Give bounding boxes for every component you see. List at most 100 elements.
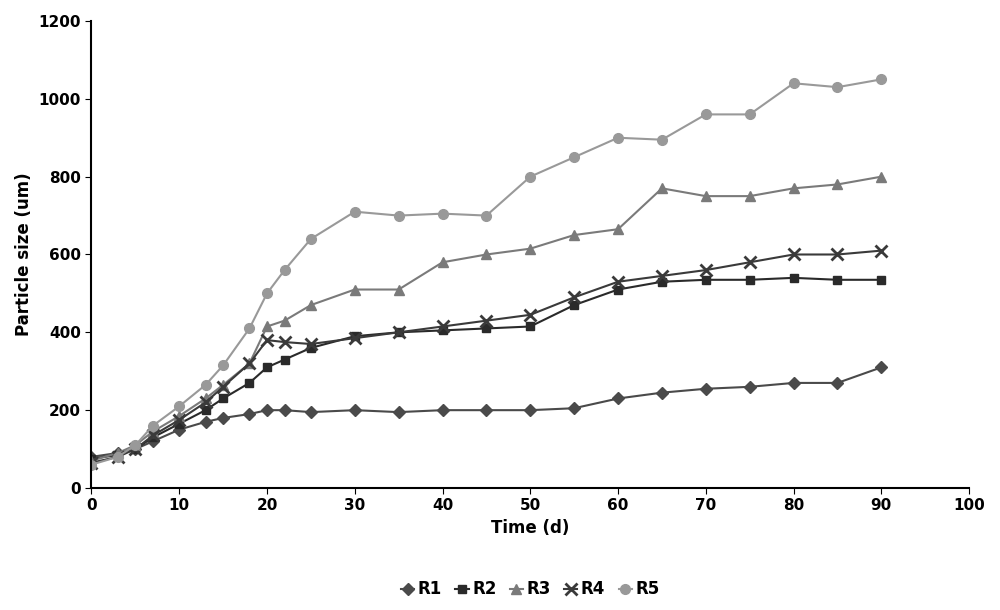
- R2: [147, 434, 159, 441]
- R1: [568, 404, 580, 412]
- R5: [200, 381, 212, 389]
- R4: [524, 311, 536, 318]
- R2: [217, 395, 229, 402]
- R5: [243, 325, 255, 332]
- R3: [437, 259, 449, 266]
- R3: [612, 226, 624, 233]
- R2: [261, 364, 273, 371]
- R5: [217, 362, 229, 369]
- R1: [788, 379, 800, 387]
- R2: [875, 276, 887, 284]
- R3: [480, 251, 492, 258]
- R4: [612, 278, 624, 285]
- Line: R3: R3: [87, 172, 886, 465]
- R1: [112, 450, 124, 457]
- R3: [656, 185, 668, 192]
- R2: [437, 327, 449, 334]
- R2: [480, 325, 492, 332]
- R3: [129, 442, 141, 449]
- R1: [612, 395, 624, 402]
- R5: [129, 442, 141, 449]
- R5: [480, 212, 492, 219]
- R4: [568, 293, 580, 301]
- R2: [173, 420, 185, 428]
- R1: [393, 409, 405, 416]
- R4: [744, 259, 756, 266]
- R2: [524, 323, 536, 330]
- R2: [612, 286, 624, 293]
- R4: [200, 399, 212, 406]
- R4: [129, 445, 141, 453]
- R5: [524, 173, 536, 181]
- R4: [875, 247, 887, 254]
- R5: [147, 422, 159, 429]
- R2: [112, 451, 124, 459]
- R4: [217, 383, 229, 390]
- R5: [305, 235, 317, 243]
- R1: [524, 406, 536, 414]
- R2: [85, 455, 97, 462]
- Line: R2: R2: [87, 274, 886, 463]
- R3: [393, 286, 405, 293]
- R2: [305, 344, 317, 351]
- Legend: R1, R2, R3, R4, R5: R1, R2, R3, R4, R5: [401, 580, 659, 598]
- R3: [875, 173, 887, 181]
- R5: [744, 111, 756, 118]
- R2: [656, 278, 668, 285]
- R1: [700, 385, 712, 392]
- R3: [700, 193, 712, 200]
- R1: [200, 418, 212, 426]
- X-axis label: Time (d): Time (d): [491, 519, 569, 537]
- R2: [744, 276, 756, 284]
- R1: [279, 406, 291, 414]
- R1: [349, 406, 361, 414]
- R4: [393, 329, 405, 336]
- R2: [568, 301, 580, 309]
- R5: [112, 453, 124, 461]
- R2: [831, 276, 843, 284]
- R5: [831, 84, 843, 91]
- R4: [147, 432, 159, 439]
- R4: [305, 340, 317, 348]
- R1: [305, 409, 317, 416]
- R1: [173, 426, 185, 433]
- R3: [279, 317, 291, 325]
- R3: [568, 231, 580, 239]
- R4: [279, 339, 291, 346]
- R4: [243, 360, 255, 367]
- R1: [147, 437, 159, 445]
- R2: [200, 406, 212, 414]
- R5: [788, 80, 800, 87]
- R2: [393, 329, 405, 336]
- R5: [875, 76, 887, 83]
- R5: [568, 154, 580, 161]
- R2: [349, 332, 361, 340]
- R4: [173, 416, 185, 423]
- R4: [831, 251, 843, 258]
- R4: [700, 267, 712, 274]
- R5: [173, 403, 185, 410]
- R2: [279, 356, 291, 363]
- R4: [788, 251, 800, 258]
- R2: [788, 274, 800, 281]
- R1: [261, 406, 273, 414]
- R3: [524, 245, 536, 253]
- R5: [700, 111, 712, 118]
- R5: [85, 461, 97, 468]
- R4: [112, 453, 124, 461]
- R4: [85, 459, 97, 467]
- R4: [261, 337, 273, 344]
- Y-axis label: Particle size (um): Particle size (um): [15, 173, 33, 336]
- R3: [261, 323, 273, 330]
- R5: [656, 136, 668, 143]
- R3: [243, 360, 255, 367]
- R1: [875, 364, 887, 371]
- R2: [129, 445, 141, 453]
- Line: R5: R5: [87, 74, 886, 470]
- R1: [656, 389, 668, 396]
- R5: [437, 210, 449, 217]
- R4: [656, 272, 668, 279]
- R1: [480, 406, 492, 414]
- R5: [612, 134, 624, 142]
- R1: [85, 453, 97, 461]
